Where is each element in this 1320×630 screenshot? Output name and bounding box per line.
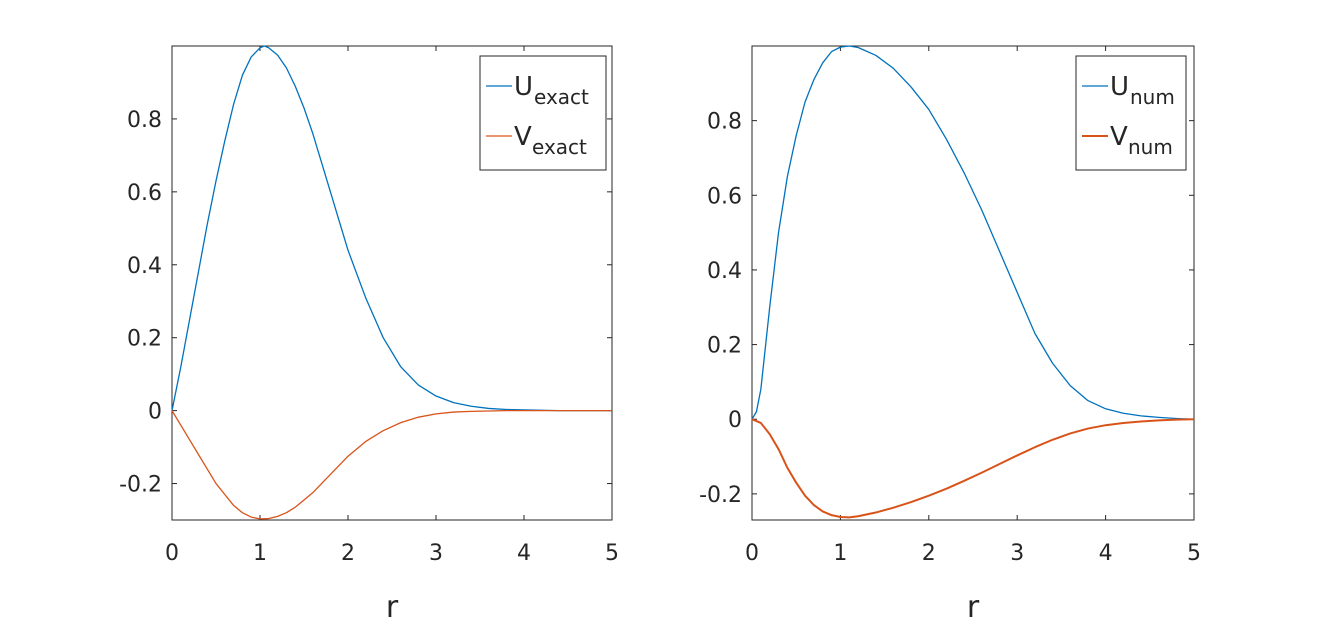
x-tick-label: 2 xyxy=(922,541,936,566)
series-line-u-exact xyxy=(171,45,612,412)
y-tick-label: 0 xyxy=(148,400,162,425)
axes-box xyxy=(751,45,1195,521)
y-tick-label: 0.8 xyxy=(127,108,162,133)
x-tick-label: 0 xyxy=(165,541,179,566)
legend-label-main: V xyxy=(1110,122,1128,152)
y-tick-label: 0.2 xyxy=(707,334,742,359)
x-tick-label: 2 xyxy=(341,541,355,566)
x-axis-label: r xyxy=(386,590,399,625)
series-line-u-num xyxy=(751,45,1195,420)
x-tick-label: 4 xyxy=(1099,541,1113,566)
legend-label-sub: num xyxy=(1130,85,1175,109)
x-axis-label: r xyxy=(967,590,980,625)
x-tick-label: 1 xyxy=(833,541,847,566)
y-tick-label: 0.6 xyxy=(707,184,742,209)
legend-label-main: U xyxy=(1110,72,1129,102)
y-tick-label: -0.2 xyxy=(119,473,162,498)
legend-box xyxy=(1075,55,1187,171)
x-tick-label: 1 xyxy=(253,541,267,566)
x-tick-label: 3 xyxy=(429,541,443,566)
y-tick-label: 0.4 xyxy=(127,254,162,279)
x-tick-label: 5 xyxy=(1187,541,1201,566)
y-tick-label: -0.2 xyxy=(699,483,742,508)
y-tick-label: 0 xyxy=(728,408,742,433)
series-line-v-exact xyxy=(171,409,612,520)
series-line-v-num xyxy=(751,418,1195,519)
legend-label-sub: num xyxy=(1128,135,1173,159)
legend-label-sub: exact xyxy=(534,85,589,109)
legend-label-main: V xyxy=(514,122,532,152)
legend-box xyxy=(479,55,607,171)
x-tick-label: 3 xyxy=(1010,541,1024,566)
x-tick-label: 5 xyxy=(605,541,619,566)
x-tick-label: 0 xyxy=(745,541,759,566)
legend-label-sub: exact xyxy=(532,135,587,159)
x-tick-label: 4 xyxy=(517,541,531,566)
y-tick-label: 0.2 xyxy=(127,327,162,352)
legend-label-main: U xyxy=(514,72,533,102)
y-tick-label: 0.6 xyxy=(127,181,162,206)
axes-box xyxy=(171,45,613,521)
y-tick-label: 0.4 xyxy=(707,259,742,284)
y-tick-label: 0.8 xyxy=(707,110,742,135)
